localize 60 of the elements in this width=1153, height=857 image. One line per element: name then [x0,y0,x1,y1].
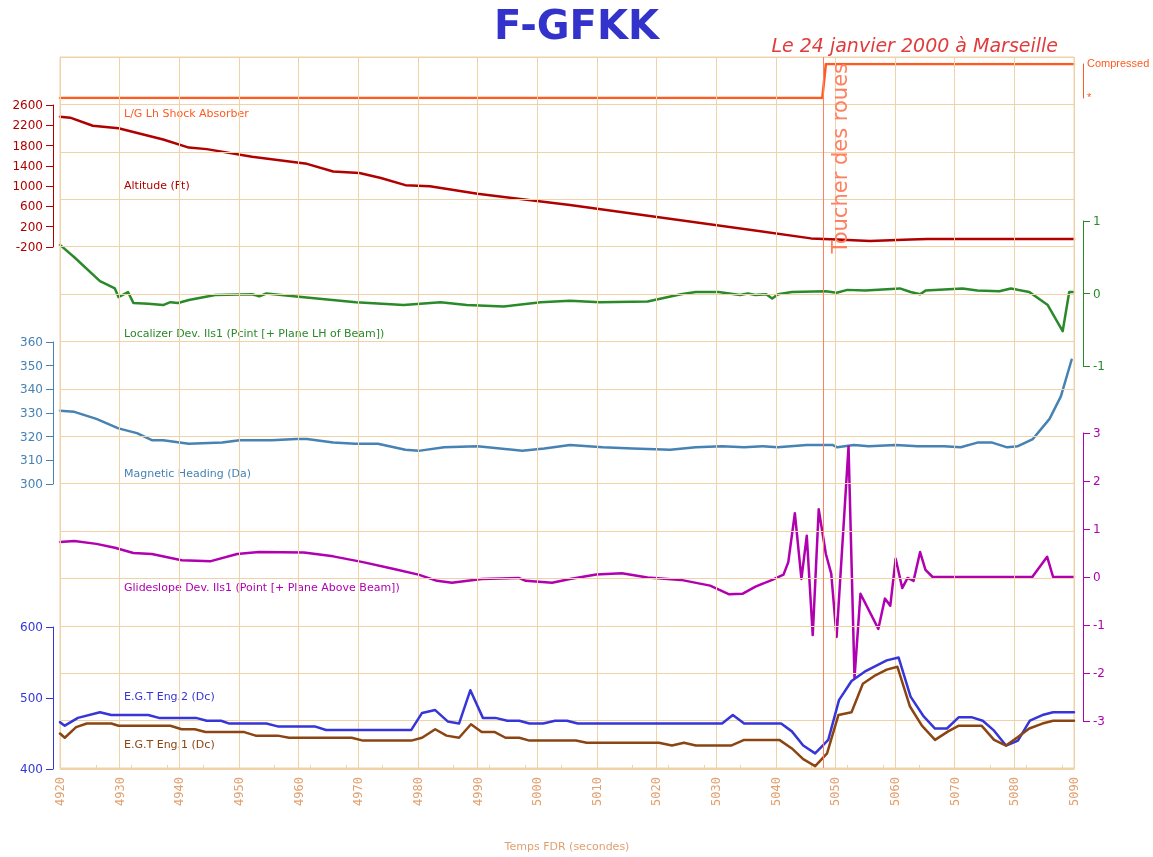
y-tick-label: 2600 [12,98,43,112]
y-tick-label: 300 [20,477,43,491]
x-tick-label: 5080 [1007,777,1022,806]
line-series [58,656,1076,755]
chart-subtitle: Le 24 janvier 2000 à Marseille [771,33,1059,56]
text: Compressed [1087,56,1150,69]
y-tick-label: 200 [20,219,43,234]
series-label: E.G.T Eng.1 (Dc) [124,738,215,751]
y2-tick-label: 3 [1093,426,1101,440]
y-tick-label: 310 [20,453,43,468]
x-tick-label: 4930 [112,777,127,806]
y-tick-label: 1800 [12,138,43,153]
y-tick-label: 1000 [12,179,43,194]
y-tick-label: 1400 [12,158,43,173]
y2-tick-label: -1 [1093,618,1105,632]
x-tick-label: 4980 [410,777,425,806]
y2-tick-label: -1 [1093,359,1105,373]
x-tick-label: 5040 [768,777,783,806]
x-tick-label: 4970 [351,777,366,806]
y-tick-label: 2200 [12,118,43,133]
y-tick-label: 500 [20,691,43,705]
x-tick-label: 4960 [291,777,306,806]
series-label: E.G.T Eng.2 (Dc) [124,690,215,703]
y-tick-label: 600 [20,199,43,214]
text: Altitude (Ft) [124,179,190,192]
series-label: Glideslope Dev. Ils1 (Point [+ Plane Above Beam]) [124,581,400,594]
x-tick-label: 4940 [172,777,187,806]
line-series [58,445,1076,680]
x-tick-label: 4920 [53,777,67,806]
x-tick-label: 5060 [888,777,903,806]
y-tick-label: 600 [20,620,43,634]
chart-title: F-GFKK [494,2,661,48]
y-tick-label: 330 [20,406,43,420]
y2-tick-label: 0 [1093,286,1101,301]
y2-tick-label: -3 [1093,714,1105,728]
y-tick-label: 320 [20,429,43,444]
y2-tick-label: 2 [1093,474,1101,488]
x-tick-label: 5090 [1067,777,1081,806]
y-tick-label: -200 [15,240,43,254]
x-tick-label: 5070 [947,777,962,806]
x-tick-label: 4990 [470,777,485,806]
x-axis-title: Temps FDR (secondes) [503,840,630,853]
ref-line-label: Toucher des roues [827,63,852,255]
y-tick-label: 360 [20,335,43,349]
y-tick-label: 400 [20,762,43,776]
x-tick-label: 5030 [709,777,724,806]
x-tick-label: 5050 [828,777,843,806]
y-tick-label: 350 [20,358,43,373]
x-tick-label: 4950 [231,777,246,806]
y-tick-label: 340 [20,382,43,397]
x-tick-label: 5020 [649,777,664,806]
text: * [1087,90,1092,103]
line-series [58,358,1073,453]
y2-tick-label: 1 [1093,522,1101,536]
series-label: L/G Lh Shock Absorber [124,107,250,120]
y2-tick-label: 0 [1093,570,1101,584]
x-tick-label: 5010 [589,777,604,806]
y2-tick-label: 1 [1093,214,1101,228]
y2-tick-label: -2 [1093,666,1105,680]
x-tick-label: 5000 [530,777,545,806]
